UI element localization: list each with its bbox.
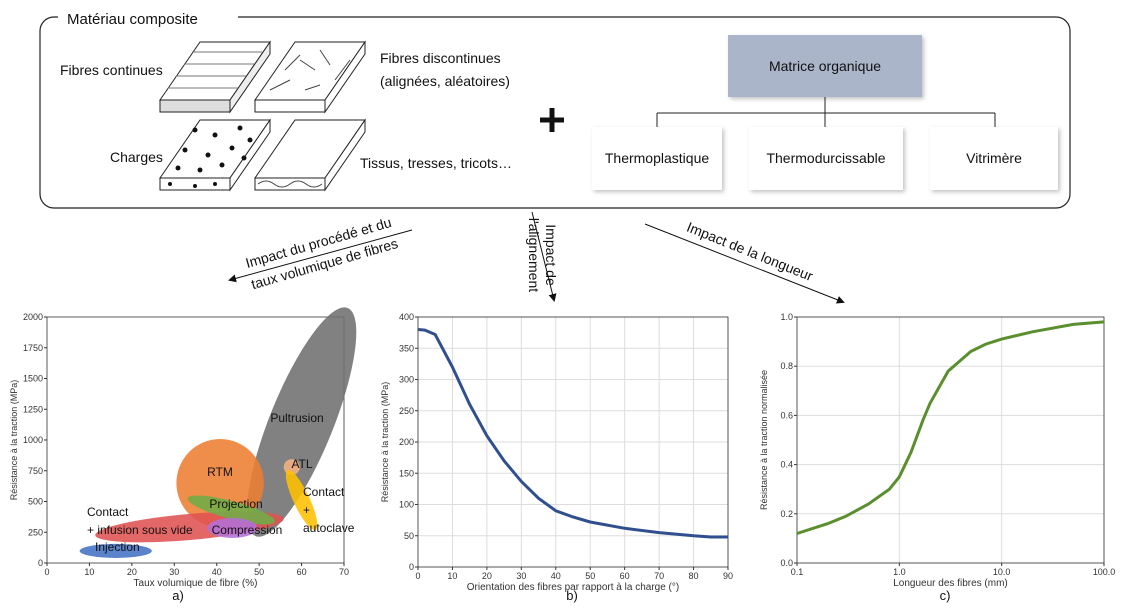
arrow-label: Impact de la longueur — [684, 219, 815, 284]
y-tick-label: 250 — [399, 406, 414, 416]
line — [797, 322, 1104, 534]
region-label: Contact — [303, 485, 345, 499]
x-tick-label: 0.1 — [791, 567, 804, 577]
y-tick-label: 1.0 — [780, 312, 793, 322]
y-tick-label: 200 — [399, 437, 414, 447]
connector — [657, 97, 995, 127]
x-tick-label: 60 — [297, 567, 307, 577]
reinforcement-label: Fibres discontinues — [380, 50, 501, 66]
y-tick-label: 0 — [38, 558, 43, 568]
x-tick-label: 30 — [169, 567, 179, 577]
reinforcement-label: Tissus, tresses, tricots… — [360, 155, 512, 171]
y-tick-label: 150 — [399, 468, 414, 478]
x-tick-label: 10 — [447, 571, 457, 581]
reinforcement-label: Charges — [110, 149, 163, 165]
matrix-type: Thermoplastique — [605, 150, 709, 166]
x-tick-label: 20 — [127, 567, 137, 577]
y-tick-label: 750 — [28, 466, 43, 476]
x-tick-label: 20 — [482, 571, 492, 581]
y-tick-label: 0.6 — [780, 410, 793, 420]
x-tick-label: 90 — [723, 571, 733, 581]
y-tick-label: 2000 — [23, 312, 43, 322]
plus-sign — [540, 108, 564, 132]
x-tick-label: 50 — [585, 571, 595, 581]
arrow-label-line: l'alignement — [526, 218, 542, 292]
y-tick-label: 1000 — [23, 435, 43, 445]
reinforcement-label: (alignées, aléatoires) — [380, 73, 510, 89]
y-axis-title: Résistance à la traction (MPa) — [380, 382, 390, 503]
x-tick-label: 40 — [551, 571, 561, 581]
x-tick-label: 0 — [415, 571, 420, 581]
y-tick-label: 350 — [399, 343, 414, 353]
y-axis-title: Résistance à la traction normalisée — [759, 370, 769, 510]
x-tick-label: 30 — [516, 571, 526, 581]
plot-frame — [797, 317, 1104, 563]
region-label: Contact — [87, 505, 129, 519]
y-tick-label: 300 — [399, 375, 414, 385]
region-label: Injection — [95, 540, 140, 554]
box-title: Matériau composite — [67, 11, 198, 28]
y-tick-label: 0 — [409, 562, 414, 572]
y-tick-label: 0.4 — [780, 460, 793, 470]
region-label: Compression — [212, 523, 283, 537]
y-tick-label: 0.2 — [780, 509, 793, 519]
caption: c) — [940, 588, 951, 603]
x-axis-title: Taux volumique de fibre (%) — [134, 578, 258, 589]
x-tick-label: 70 — [654, 571, 664, 581]
region-label: Pultrusion — [270, 411, 323, 425]
caption: b) — [566, 588, 578, 603]
y-tick-label: 1500 — [23, 374, 43, 384]
region-label: ATL — [291, 457, 312, 471]
x-tick-label: 10.0 — [993, 567, 1011, 577]
reinforcement-label: Fibres continues — [60, 62, 163, 78]
caption: a) — [172, 588, 184, 603]
figure: Matériau composite Fibres continues Fibr… — [0, 0, 1122, 605]
line — [418, 330, 728, 538]
x-tick-label: 1.0 — [893, 567, 906, 577]
matrix-label: Matrice organique — [769, 58, 881, 74]
y-axis-title: Résistance à la traction (MPa) — [9, 380, 19, 501]
x-tick-label: 70 — [339, 567, 349, 577]
y-tick-label: 250 — [28, 527, 43, 537]
x-tick-label: 0 — [44, 567, 49, 577]
arrow-label: Impact de l'alignement — [526, 218, 559, 292]
x-tick-label: 50 — [254, 567, 264, 577]
matrix-type: Vitrimère — [966, 150, 1022, 166]
x-tick-label: 80 — [689, 571, 699, 581]
x-tick-label: 100.0 — [1093, 567, 1116, 577]
x-axis-title: Longueur des fibres (mm) — [893, 578, 1008, 589]
y-tick-label: 1250 — [23, 404, 43, 414]
x-tick-label: 60 — [620, 571, 630, 581]
matrix-type: Thermodurcissable — [766, 150, 885, 166]
y-tick-label: 1750 — [23, 343, 43, 353]
y-tick-label: 500 — [28, 497, 43, 507]
y-tick-label: 400 — [399, 312, 414, 322]
region-label: RTM — [207, 465, 233, 479]
plates — [160, 42, 365, 190]
y-tick-label: 50 — [404, 531, 414, 541]
region-label: autoclave — [303, 521, 355, 535]
arrow — [645, 224, 843, 302]
region-label: + — [303, 503, 310, 517]
y-tick-label: 100 — [399, 500, 414, 510]
arrow-label: Impact du procédé et du taux volumique d… — [243, 214, 399, 292]
x-tick-label: 10 — [84, 567, 94, 577]
arrow-label-line: Impact de — [543, 224, 559, 286]
diagram: Matériau composite Fibres continues Fibr… — [40, 8, 1070, 302]
y-tick-label: 0.8 — [780, 361, 793, 371]
region-label: + infusion sous vide — [87, 523, 193, 537]
region-label: Projection — [209, 497, 262, 511]
x-tick-label: 40 — [212, 567, 222, 577]
